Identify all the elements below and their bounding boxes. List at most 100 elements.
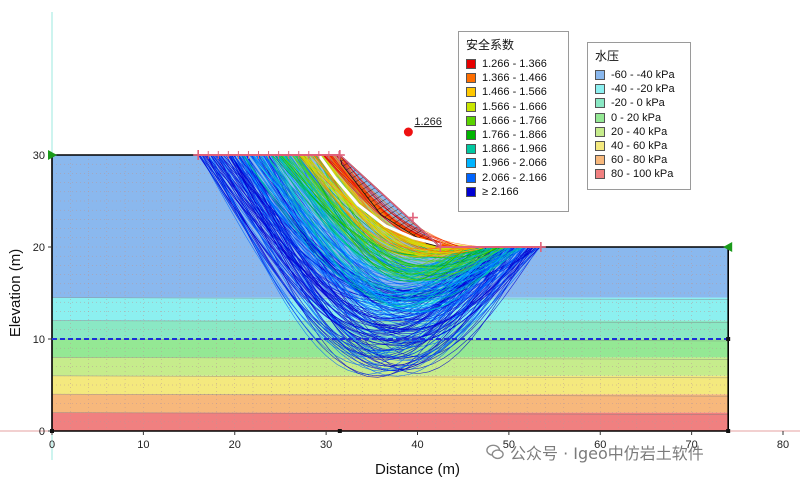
pore-pressure-legend-label: -40 - -20 kPa [611,83,675,96]
pore-pressure-legend-swatch [595,84,605,95]
critical-surface-center [403,127,413,137]
pore-pressure-legend-swatch [595,112,605,123]
fos-legend-swatch [466,87,476,98]
fos-legend-item: 1.666 - 1.766 [466,114,561,128]
corner-marker [50,429,54,433]
slip-surface [252,154,523,298]
critical-fos-label: 1.266 [414,116,442,128]
pore-pressure-legend-title: 水压 [595,49,620,63]
pore-pressure-legend-items: -60 - -40 kPa -40 - -20 kPa -20 - 0 kPa 0 -… [595,68,683,182]
slope-range [339,154,441,248]
pore-pressure-legend-item: -40 - -20 kPa [595,82,683,96]
pressure-band-4 [52,339,729,358]
slip-surface [201,154,503,321]
fos-legend-item: 1.866 - 1.966 [466,142,561,156]
slip-surface [265,154,490,290]
x-tick-label: 70 [686,439,698,451]
pore-pressure-legend-item: -60 - -40 kPa [595,68,683,82]
slip-surface [277,154,483,307]
pore-pressure-legend-label: 60 - 80 kPa [611,154,668,167]
slip-surface [283,154,511,301]
x-tick-label: 50 [503,439,515,451]
fos-legend-item: 2.066 - 2.166 [466,171,561,185]
slip-surface [252,154,467,305]
pressure-band-0 [52,412,729,431]
x-tick-label: 30 [320,439,332,451]
slip-surface [317,154,452,251]
slip-surface [304,154,453,255]
y-tick-label: 20 [33,242,45,254]
fos-legend-label: 1.966 - 2.066 [482,157,547,170]
left-boundary-marker [48,150,57,160]
x-axis-title: Distance (m) [375,461,460,478]
watermark: 公众号 · Igeo中仿岩土软件 [486,440,704,464]
corner-marker [726,429,731,433]
x-tick-label: 0 [49,439,55,451]
fos-legend-item: 1.766 - 1.866 [466,128,561,142]
slip-surface [295,154,500,269]
pore-pressure-legend: 水压 -60 - -40 kPa -40 - -20 kPa -20 - 0 kPa… [587,42,691,190]
slip-surface [207,154,525,343]
slip-surface [265,154,527,313]
pore-pressure-legend-label: 20 - 40 kPa [611,125,668,138]
slip-surface [219,154,505,372]
slip-surface [207,154,525,367]
pore-pressure-legend-item: 0 - 20 kPa [595,111,683,125]
slip-surface [300,154,455,248]
fos-legend-title: 安全系数 [466,38,515,52]
slip-surface [281,154,474,273]
fos-legend-swatch [466,73,476,84]
slip-surface [244,154,506,366]
pore-pressure-legend-swatch [595,98,605,109]
slip-surface [292,154,455,269]
slip-surface [270,154,476,309]
y-tick-label: 10 [33,334,45,346]
slip-surface [325,154,477,252]
fos-legend-swatch [466,186,476,197]
corner-marker [726,337,731,341]
pore-pressure-legend-swatch [595,70,605,81]
pore-pressure-legend-label: 40 - 60 kPa [611,140,668,153]
slip-surface [284,154,465,277]
fos-legend-label: 1.266 - 1.366 [482,58,547,71]
pore-pressure-legend-label: 0 - 20 kPa [611,111,662,124]
fos-legend-swatch [466,101,476,112]
slip-surface [304,154,488,254]
slip-surface [262,154,539,325]
fos-legend: 安全系数 1.266 - 1.366 1.366 - 1.466 1.466 - 1… [458,31,569,212]
slip-surface [246,154,491,351]
slip-surface [291,154,484,262]
slip-surface [306,154,500,282]
pressure-contour-4 [52,357,729,360]
slip-surface [254,154,523,309]
axes: 0 10 20 30 40 50 60 70 80 0 10 20 30 [33,150,789,451]
pressure-contour-3 [52,375,729,379]
x-tick-label: 80 [777,439,789,451]
slip-surface [277,154,465,261]
x-tick-label: 60 [594,439,606,451]
fos-legend-label: 1.666 - 1.766 [482,114,547,127]
slip-surface [201,154,504,332]
pressure-band-1 [52,394,729,413]
fos-legend-item: 1.466 - 1.566 [466,85,561,99]
pressure-contour-1 [52,412,729,415]
pore-pressure-legend-item: 80 - 100 kPa [595,167,683,181]
slip-surface [253,154,503,294]
pressure-band-2 [52,375,729,395]
fos-legend-item: 1.566 - 1.666 [466,100,561,114]
fos-legend-swatch [466,158,476,169]
slip-surface [261,154,523,274]
boundary-markers [48,150,733,433]
slip-surface [303,154,467,282]
y-tick-label: 30 [33,150,45,162]
slip-surface [293,154,490,308]
slip-surface [281,154,506,269]
pore-pressure-legend-swatch [595,169,605,180]
fos-legend-swatch [466,130,476,141]
pore-pressure-legend-item: 40 - 60 kPa [595,139,683,153]
fos-legend-item: 1.366 - 1.466 [466,71,561,85]
pore-pressure-legend-item: -20 - 0 kPa [595,96,683,110]
slip-surface [259,154,481,296]
slip-surface [308,154,482,281]
